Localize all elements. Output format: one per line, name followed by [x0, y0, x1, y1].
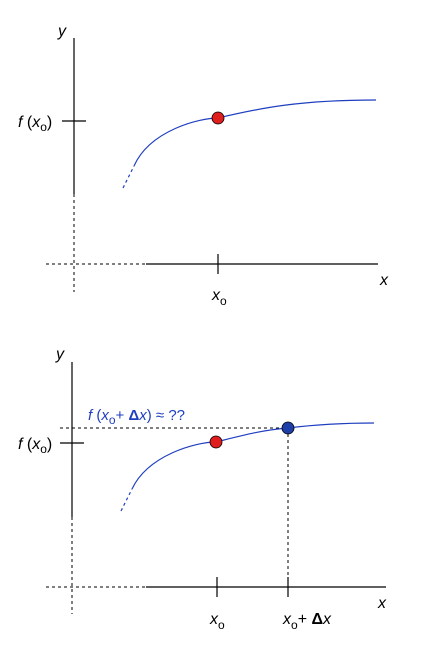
top-fx-label: f (xo) [18, 114, 52, 134]
bottom-x0-label: xo [209, 611, 225, 632]
top-x0-label: xo [211, 287, 227, 308]
bottom-y-axis-label: y [55, 346, 65, 363]
top-curve [133, 99, 377, 167]
bottom-point-x0dx [281, 421, 295, 435]
bottom-graph: y x f (xo) f (xo+ Δx) ≈ ?? xo xo+ Δx [18, 346, 387, 632]
bottom-point-x0 [209, 435, 223, 449]
top-graph: y x f (xo) xo [18, 23, 389, 308]
top-y-axis-label: y [57, 23, 67, 40]
top-x-axis-label: x [379, 272, 389, 289]
bottom-x-axis-label: x [377, 595, 387, 612]
bottom-x0dx-label: xo+ Δx [282, 611, 332, 632]
bottom-curve-dashed [120, 488, 133, 512]
top-point-x0 [211, 111, 225, 125]
top-curve-dashed [122, 165, 135, 189]
bottom-fx-label: f (xo) [18, 436, 52, 456]
bottom-curve [131, 422, 375, 490]
bottom-question-label: f (xo+ Δx) ≈ ?? [88, 407, 185, 427]
